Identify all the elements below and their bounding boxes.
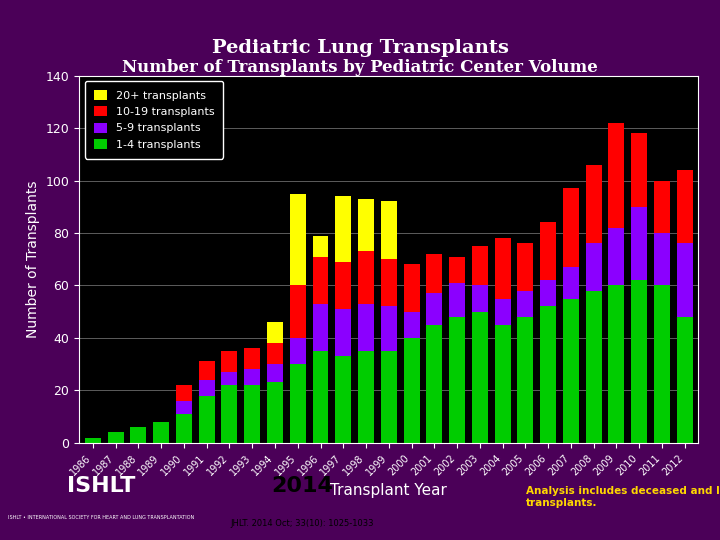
Text: Pediatric Lung Transplants: Pediatric Lung Transplants (212, 39, 508, 57)
Bar (381, 259, 397, 306)
Bar (289, 286, 306, 338)
Bar (312, 304, 328, 351)
Bar (336, 262, 351, 309)
Bar (289, 364, 306, 443)
Bar (176, 385, 192, 401)
Text: ISHLT: ISHLT (67, 476, 135, 496)
Bar (404, 265, 420, 312)
Bar (426, 325, 442, 443)
Bar (358, 304, 374, 351)
Bar (585, 291, 602, 443)
Bar (153, 422, 169, 443)
Bar (289, 338, 306, 364)
Bar (312, 235, 328, 256)
Bar (381, 201, 397, 259)
Bar (108, 433, 124, 443)
Bar (677, 170, 693, 244)
Bar (289, 194, 306, 286)
Bar (312, 256, 328, 304)
Bar (518, 291, 534, 317)
Bar (585, 244, 602, 291)
Bar (381, 306, 397, 351)
Bar (654, 233, 670, 286)
Bar (677, 244, 693, 317)
Bar (518, 317, 534, 443)
Bar (404, 338, 420, 443)
Bar (244, 369, 260, 385)
Y-axis label: Number of Transplants: Number of Transplants (26, 180, 40, 338)
Bar (358, 351, 374, 443)
Bar (267, 382, 283, 443)
Bar (495, 238, 510, 299)
Bar (563, 299, 579, 443)
Bar (540, 222, 556, 280)
Bar (631, 207, 647, 280)
Bar (585, 165, 602, 244)
Bar (312, 351, 328, 443)
Bar (495, 299, 510, 325)
Bar (654, 180, 670, 233)
Bar (608, 228, 624, 286)
Bar (563, 267, 579, 299)
Bar (267, 364, 283, 382)
Bar (472, 312, 488, 443)
Text: ISHLT • INTERNATIONAL SOCIETY FOR HEART AND LUNG TRANSPLANTATION: ISHLT • INTERNATIONAL SOCIETY FOR HEART … (8, 515, 194, 520)
Bar (130, 427, 146, 443)
Bar (449, 283, 465, 317)
Bar (540, 280, 556, 306)
Bar (222, 385, 238, 443)
Bar (176, 401, 192, 414)
Bar (608, 123, 624, 228)
Bar (85, 437, 101, 443)
Bar (518, 244, 534, 291)
Bar (336, 356, 351, 443)
Bar (631, 280, 647, 443)
Bar (199, 380, 215, 396)
Bar (244, 385, 260, 443)
Bar (449, 256, 465, 283)
Bar (426, 293, 442, 325)
Bar (199, 361, 215, 380)
Bar (426, 254, 442, 293)
Text: 2014: 2014 (271, 476, 333, 496)
Bar (336, 196, 351, 262)
Bar (358, 199, 374, 251)
Bar (222, 372, 238, 385)
Bar (449, 317, 465, 443)
X-axis label: Transplant Year: Transplant Year (330, 483, 447, 498)
Text: Number of Transplants by Pediatric Center Volume: Number of Transplants by Pediatric Cente… (122, 59, 598, 76)
Bar (199, 396, 215, 443)
Bar (381, 351, 397, 443)
Legend: 20+ transplants, 10-19 transplants, 5-9 transplants, 1-4 transplants: 20+ transplants, 10-19 transplants, 5-9 … (85, 81, 223, 159)
Bar (540, 306, 556, 443)
Bar (336, 309, 351, 356)
Bar (267, 322, 283, 343)
Bar (608, 286, 624, 443)
Bar (404, 312, 420, 338)
Bar (222, 351, 238, 372)
Bar (472, 246, 488, 286)
Bar (654, 286, 670, 443)
Bar (631, 133, 647, 207)
Bar (563, 188, 579, 267)
Bar (677, 317, 693, 443)
Text: Analysis includes deceased and living donor
transplants.: Analysis includes deceased and living do… (526, 486, 720, 508)
Bar (244, 348, 260, 369)
Bar (358, 251, 374, 304)
Text: JHLT. 2014 Oct; 33(10): 1025-1033: JHLT. 2014 Oct; 33(10): 1025-1033 (230, 519, 374, 528)
Bar (495, 325, 510, 443)
Bar (472, 286, 488, 312)
Bar (267, 343, 283, 364)
Bar (176, 414, 192, 443)
